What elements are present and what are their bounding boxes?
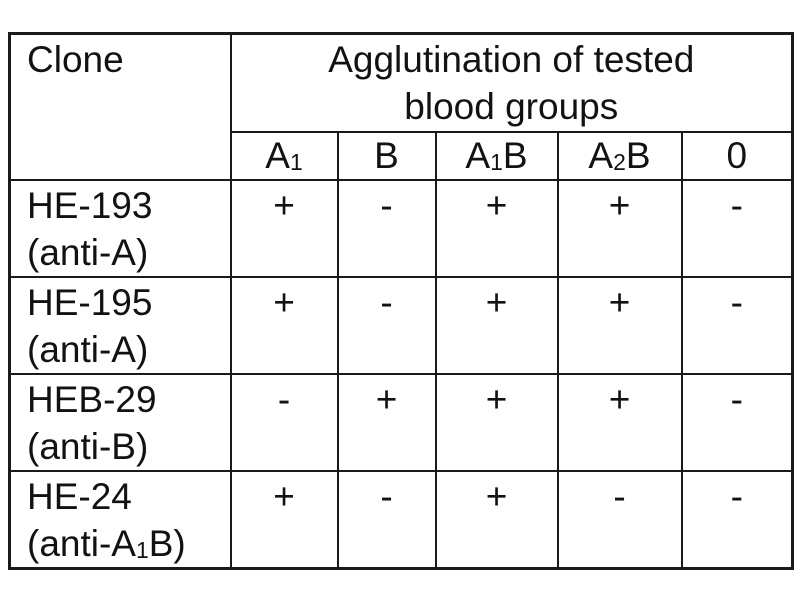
result-cell: - (680, 275, 794, 375)
clone-cell: HE-193 (anti-A) (8, 178, 232, 278)
result-cell: + (556, 275, 683, 375)
group-header-line1: Agglutination of tested (328, 38, 695, 80)
result-cell: + (434, 275, 559, 375)
clone-cell: HEB-29 (anti-B) (8, 372, 232, 472)
clone-antibody: (anti-A) (27, 328, 149, 370)
result-cell: - (336, 469, 437, 569)
result-cell: - (680, 178, 794, 278)
result-cell: - (556, 469, 683, 569)
agglutination-table: Clone Agglutination of tested blood grou… (8, 32, 795, 570)
clone-antibody: (anti-A1B) (27, 522, 186, 564)
column-header-a1b: A1B (434, 130, 559, 181)
group-header: Agglutination of tested blood groups (229, 32, 794, 133)
header-row-blood-groups: A1 B A1B A2B 0 (10, 130, 794, 181)
clone-name: HE-193 (27, 184, 153, 226)
result-cell: - (229, 372, 339, 472)
result-cell: + (434, 178, 559, 278)
table-row: HEB-29 (anti-B) - + + + - (8, 372, 794, 472)
clone-cell: HE-195 (anti-A) (8, 275, 232, 375)
result-cell: + (229, 469, 339, 569)
header-row-group: Clone Agglutination of tested blood grou… (8, 32, 794, 181)
result-cell: + (229, 178, 339, 278)
table-row: HE-195 (anti-A) + - + + - (8, 275, 794, 375)
column-header-a2b: A2B (556, 130, 683, 181)
result-cell: + (434, 469, 559, 569)
clone-antibody: (anti-B) (27, 425, 149, 467)
result-cell: + (336, 372, 437, 472)
result-cell: - (336, 275, 437, 375)
result-cell: + (229, 275, 339, 375)
result-cell: - (680, 469, 794, 569)
table-row: HE-193 (anti-A) + - + + - (8, 178, 794, 278)
column-header-b: B (336, 130, 437, 181)
corner-header-clone: Clone (8, 32, 232, 181)
clone-name: HEB-29 (27, 378, 157, 420)
result-cell: - (680, 372, 794, 472)
result-cell: + (556, 178, 683, 278)
clone-cell: HE-24 (anti-A1B) (8, 469, 232, 569)
table-row: HE-24 (anti-A1B) + - + - - (8, 469, 794, 569)
result-cell: + (434, 372, 559, 472)
clone-name: HE-195 (27, 281, 153, 323)
clone-name: HE-24 (27, 475, 132, 517)
column-header-0: 0 (680, 130, 794, 181)
result-cell: + (556, 372, 683, 472)
result-cell: - (336, 178, 437, 278)
clone-antibody: (anti-A) (27, 231, 149, 273)
group-header-line2: blood groups (404, 85, 619, 127)
column-header-a1: A1 (229, 130, 339, 181)
